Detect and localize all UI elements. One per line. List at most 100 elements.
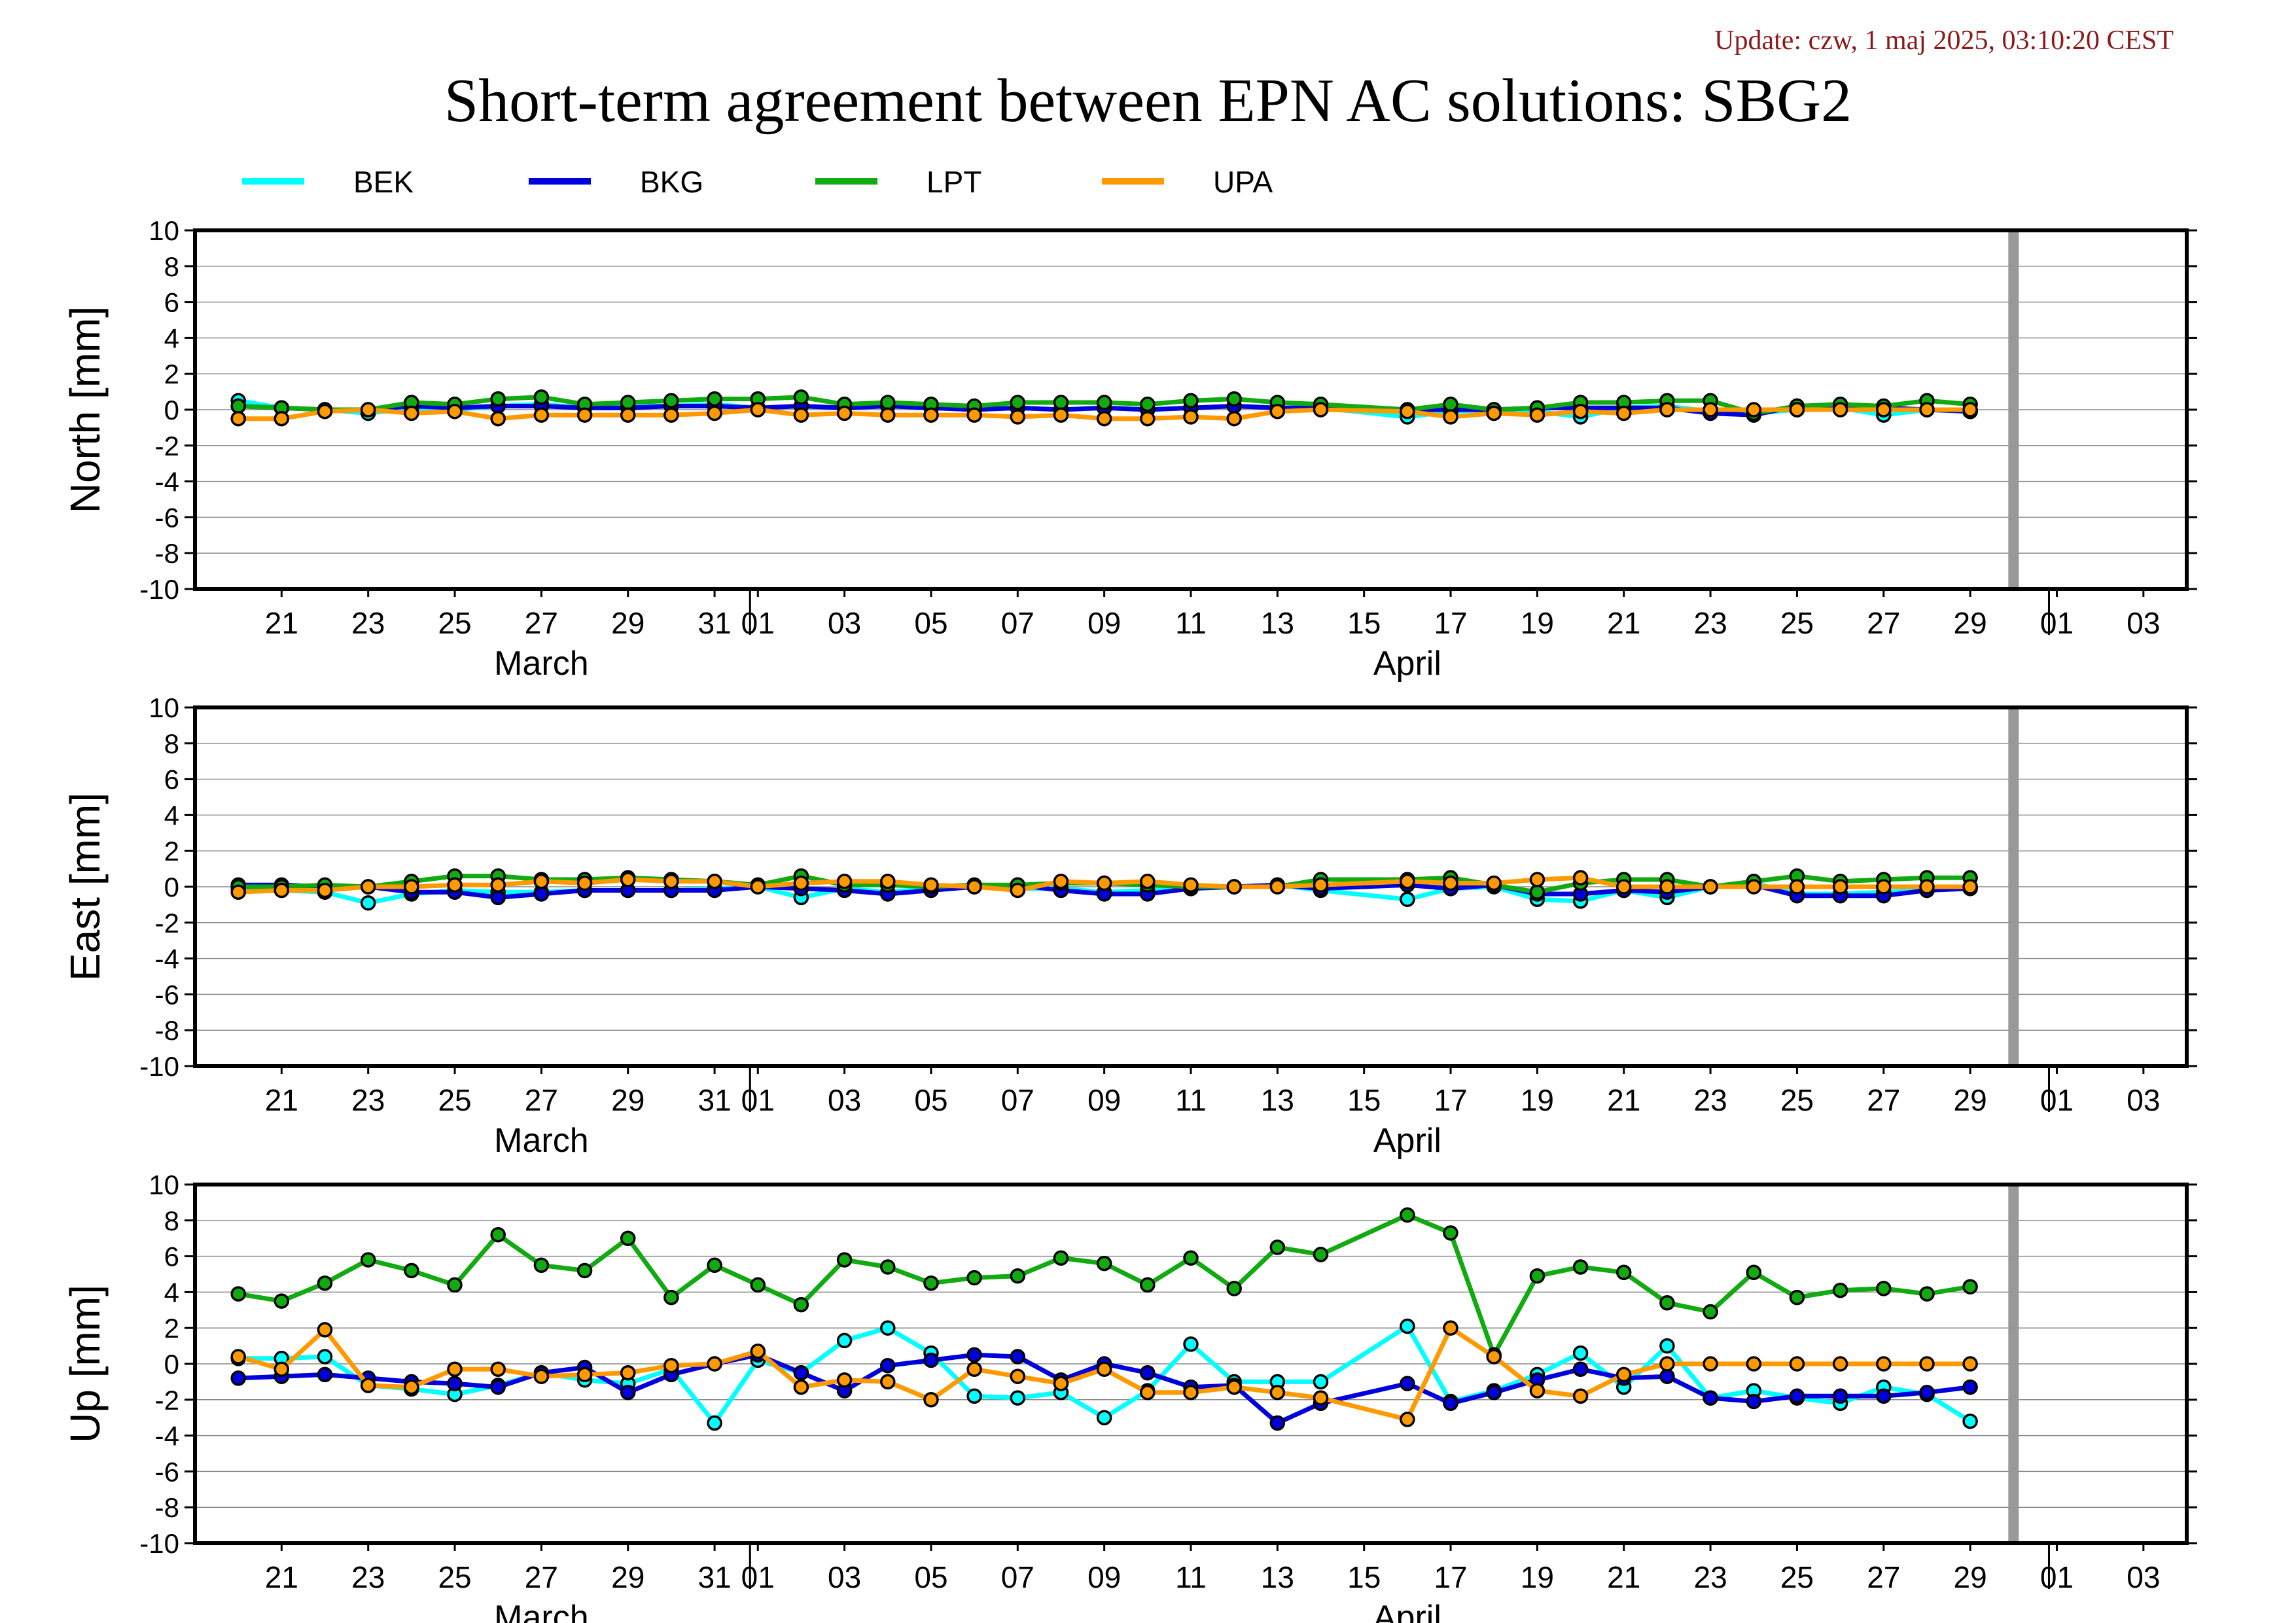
data-point-upa xyxy=(1140,874,1156,889)
data-point-upa xyxy=(1226,879,1242,895)
month-label: March xyxy=(494,1599,588,1623)
data-point-upa xyxy=(1746,402,1762,418)
data-point-lpt xyxy=(663,393,679,409)
y-axis-label: Up [mm] xyxy=(62,1285,109,1443)
y-tick-label: 0 xyxy=(164,1349,179,1380)
data-point-bkg xyxy=(1919,1385,1935,1400)
data-point-lpt xyxy=(1053,1250,1069,1266)
data-point-bkg xyxy=(1962,1379,1978,1395)
x-tick-label: 23 xyxy=(1694,606,1727,640)
x-tick-label: 25 xyxy=(438,606,471,640)
data-point-upa xyxy=(1010,409,1026,425)
data-point-bkg xyxy=(1269,1415,1286,1431)
data-point-upa xyxy=(230,410,246,427)
x-tick-label: 13 xyxy=(1261,606,1294,640)
y-tick-label: 2 xyxy=(164,1313,179,1344)
data-point-upa xyxy=(533,407,550,423)
data-point-upa xyxy=(317,882,333,899)
data-point-upa xyxy=(1400,1412,1415,1427)
data-point-lpt xyxy=(750,1277,766,1293)
legend-swatch-bkg xyxy=(529,178,591,185)
x-tick-label: 19 xyxy=(1521,1560,1554,1594)
x-tick-label: 21 xyxy=(1607,1560,1640,1594)
data-point-upa xyxy=(447,403,463,419)
x-tick-label: 09 xyxy=(1087,1560,1121,1594)
x-tick-label: 25 xyxy=(1780,606,1814,640)
y-tick-label: -8 xyxy=(155,1015,179,1046)
legend-swatch-upa xyxy=(1102,178,1164,185)
x-tick-label: 27 xyxy=(525,1083,558,1117)
data-point-upa xyxy=(447,1361,463,1377)
data-point-upa xyxy=(836,1372,853,1388)
data-point-upa xyxy=(750,402,766,418)
legend: BEK BKG LPT UPA xyxy=(0,162,2296,202)
data-point-upa xyxy=(1919,402,1935,418)
x-tick-label: 25 xyxy=(438,1083,471,1117)
data-point-bkg xyxy=(620,1385,636,1400)
data-point-upa xyxy=(1659,1356,1675,1372)
data-point-upa xyxy=(1832,1356,1848,1372)
data-point-lpt xyxy=(1529,884,1545,900)
data-point-upa xyxy=(1183,409,1199,425)
data-point-upa xyxy=(663,1357,679,1374)
x-tick-label: 11 xyxy=(1175,606,1207,640)
series-line-bkg xyxy=(238,882,1971,900)
data-point-upa xyxy=(923,407,939,423)
x-tick-label: 27 xyxy=(1867,606,1900,640)
data-point-upa xyxy=(490,1361,506,1377)
data-point-lpt xyxy=(793,389,809,405)
data-point-upa xyxy=(1400,874,1415,889)
x-tick-label: 15 xyxy=(1347,606,1381,640)
legend-label-bkg: BKG xyxy=(640,165,704,199)
data-point-upa xyxy=(707,1356,722,1372)
data-point-upa xyxy=(1616,879,1632,895)
data-point-upa xyxy=(317,403,333,419)
y-tick-label: 10 xyxy=(149,1169,179,1200)
series-line-upa xyxy=(238,875,1971,895)
y-tick-label: 0 xyxy=(164,395,179,425)
data-point-upa xyxy=(1616,405,1632,421)
data-point-upa xyxy=(1053,1376,1069,1391)
data-point-upa xyxy=(1313,1390,1329,1406)
data-point-upa xyxy=(1053,407,1069,423)
data-point-lpt xyxy=(274,1293,290,1309)
data-point-upa xyxy=(1659,402,1675,418)
data-point-upa xyxy=(793,1379,809,1395)
data-point-upa xyxy=(533,874,550,889)
data-point-upa xyxy=(576,407,593,423)
data-point-upa xyxy=(966,407,982,423)
data-point-upa xyxy=(1572,870,1589,886)
x-tick-label: 07 xyxy=(1001,606,1034,640)
y-tick-label: -10 xyxy=(139,574,179,605)
data-point-upa xyxy=(663,407,679,423)
data-point-lpt xyxy=(793,1296,809,1313)
x-tick-label: 05 xyxy=(914,1083,947,1117)
y-tick-label: 10 xyxy=(149,692,179,723)
data-point-upa xyxy=(1832,402,1848,418)
data-point-upa xyxy=(1962,1356,1978,1372)
x-tick-label: 19 xyxy=(1521,1083,1554,1117)
data-point-upa xyxy=(576,875,593,891)
data-point-upa xyxy=(1313,877,1329,893)
data-point-lpt xyxy=(576,1262,593,1279)
x-tick-label: 25 xyxy=(438,1560,471,1594)
data-point-upa xyxy=(880,407,896,423)
y-tick-label: 0 xyxy=(164,872,179,902)
x-tick-label: 07 xyxy=(1001,1083,1034,1117)
x-tick-label: 03 xyxy=(2127,1083,2160,1117)
x-tick-label: 29 xyxy=(611,606,645,640)
series-line-lpt xyxy=(238,1213,1971,1357)
data-point-lpt xyxy=(880,395,896,410)
data-point-lpt xyxy=(1140,397,1156,412)
data-point-lpt xyxy=(707,1257,722,1274)
x-tick-label: 27 xyxy=(525,1560,558,1594)
y-tick-label: 6 xyxy=(164,1241,179,1272)
x-tick-label: 31 xyxy=(698,606,732,640)
data-point-lpt xyxy=(880,1259,896,1275)
data-point-upa xyxy=(360,879,376,895)
data-point-lpt xyxy=(1140,1277,1156,1293)
x-tick-label: 27 xyxy=(1867,1083,1900,1117)
data-point-lpt xyxy=(533,1257,550,1274)
x-tick-label: 17 xyxy=(1434,1560,1467,1594)
data-point-lpt xyxy=(360,1252,376,1268)
